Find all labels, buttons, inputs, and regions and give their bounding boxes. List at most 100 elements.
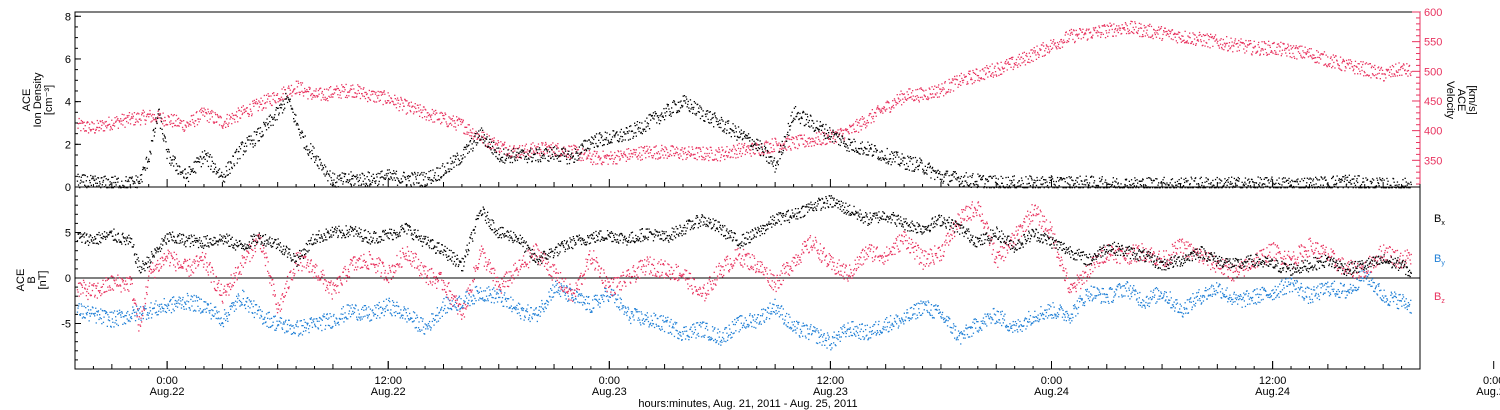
density-point xyxy=(1035,184,1038,187)
velocity-point xyxy=(987,67,990,70)
density-point xyxy=(455,155,457,158)
velocity-point xyxy=(840,127,842,130)
velocity-point xyxy=(98,130,100,132)
density-point xyxy=(362,173,364,175)
by-point xyxy=(117,324,119,327)
velocity-point xyxy=(679,149,682,151)
velocity-point xyxy=(645,157,647,159)
density-point xyxy=(1299,180,1301,183)
velocity-point xyxy=(518,147,520,149)
velocity-point xyxy=(1108,29,1111,31)
velocity-point xyxy=(243,109,245,111)
velocity-point xyxy=(1332,65,1334,67)
velocity-point xyxy=(280,96,283,98)
velocity-point xyxy=(1163,30,1165,32)
density-point xyxy=(875,148,877,150)
density-point xyxy=(1316,178,1318,180)
velocity-point xyxy=(1348,59,1350,61)
density-point xyxy=(534,153,536,155)
velocity-point xyxy=(422,109,424,111)
velocity-point xyxy=(885,101,887,104)
density-point xyxy=(941,178,943,181)
velocity-point xyxy=(886,108,888,110)
density-point xyxy=(552,147,555,149)
velocity-point xyxy=(321,90,323,93)
by-point xyxy=(112,321,114,323)
velocity-point xyxy=(1093,29,1096,32)
velocity-point xyxy=(203,107,205,109)
density-point xyxy=(1337,186,1339,189)
density-point xyxy=(877,156,880,158)
density-point xyxy=(80,179,82,181)
velocity-point xyxy=(331,96,333,98)
velocity-point xyxy=(375,101,378,103)
density-point xyxy=(1385,187,1387,189)
velocity-point xyxy=(339,91,342,94)
velocity-point xyxy=(604,154,606,157)
by-point xyxy=(154,312,157,314)
density-point xyxy=(909,160,911,162)
velocity-point xyxy=(351,96,353,98)
velocity-point xyxy=(1006,59,1008,61)
velocity-point xyxy=(468,131,470,134)
density-point xyxy=(1135,187,1137,189)
velocity-point xyxy=(100,128,102,130)
by-point xyxy=(142,317,144,320)
density-point xyxy=(1295,186,1297,188)
velocity-point xyxy=(162,112,164,114)
density-point xyxy=(157,113,159,115)
velocity-point xyxy=(372,93,374,95)
velocity-point xyxy=(618,151,620,153)
density-point xyxy=(591,142,593,144)
density-point xyxy=(1248,182,1250,184)
density-series xyxy=(76,93,1412,189)
density-point xyxy=(686,106,688,108)
velocity-point xyxy=(1402,67,1404,70)
velocity-point xyxy=(479,138,481,140)
velocity-point xyxy=(1184,30,1186,32)
velocity-point xyxy=(1347,64,1349,66)
velocity-point xyxy=(579,156,581,159)
velocity-point xyxy=(693,157,695,159)
density-point xyxy=(800,116,803,118)
velocity-point xyxy=(1101,32,1103,34)
density-point xyxy=(972,183,975,185)
velocity-point xyxy=(1157,33,1159,35)
density-point xyxy=(249,143,252,145)
velocity-point xyxy=(565,154,567,157)
density-point xyxy=(493,149,495,151)
velocity-point xyxy=(395,107,398,109)
density-point xyxy=(187,180,190,183)
density-point xyxy=(598,139,600,141)
density-point xyxy=(1011,181,1013,184)
density-point xyxy=(745,135,747,137)
by-point xyxy=(106,312,108,314)
velocity-point xyxy=(1395,63,1397,65)
density-point xyxy=(620,135,622,138)
velocity-point xyxy=(511,155,513,157)
density-point xyxy=(1132,187,1134,189)
density-point xyxy=(397,178,399,180)
velocity-point xyxy=(1030,49,1032,51)
density-point xyxy=(481,136,483,139)
by-point xyxy=(80,303,82,305)
density-point xyxy=(956,179,958,181)
velocity-point xyxy=(259,101,261,103)
velocity-point xyxy=(307,91,310,93)
velocity-point xyxy=(330,94,332,96)
density-point xyxy=(962,176,965,178)
velocity-point xyxy=(1189,37,1191,39)
velocity-point xyxy=(1032,60,1034,62)
density-point xyxy=(1071,179,1073,181)
density-point xyxy=(880,159,882,161)
velocity-point xyxy=(1333,61,1335,64)
density-point xyxy=(223,181,226,183)
density-point xyxy=(980,179,982,181)
velocity-point xyxy=(1029,61,1031,64)
density-point xyxy=(1259,177,1261,179)
density-point xyxy=(839,138,841,140)
velocity-point xyxy=(1170,38,1172,40)
velocity-point xyxy=(126,120,128,123)
velocity-point xyxy=(873,121,875,123)
velocity-point xyxy=(954,83,956,85)
